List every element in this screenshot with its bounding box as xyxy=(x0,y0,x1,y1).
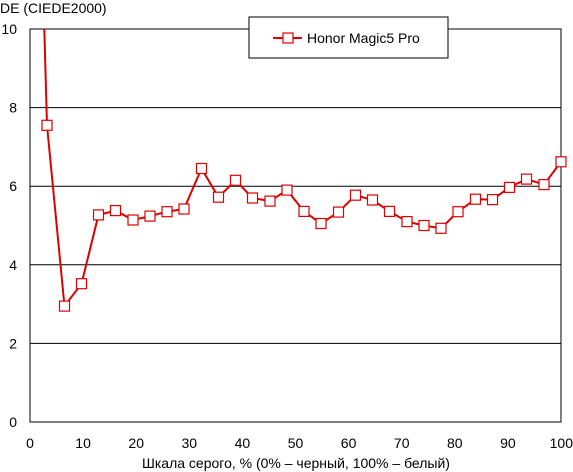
plot-area-frame xyxy=(29,28,562,423)
data-point-marker xyxy=(92,209,105,221)
data-point-marker xyxy=(41,119,53,131)
x-tick-label: 60 xyxy=(341,435,357,451)
x-tick-label: 30 xyxy=(182,435,198,451)
data-point-marker xyxy=(315,217,327,230)
data-point-marker xyxy=(144,210,156,222)
y-tick-label: 8 xyxy=(9,100,17,116)
data-point-marker xyxy=(281,184,293,196)
legend-marker xyxy=(282,32,294,44)
data-point-marker xyxy=(178,203,190,215)
data-point-marker xyxy=(246,192,259,204)
data-point-marker xyxy=(75,278,88,290)
data-series xyxy=(41,28,567,312)
data-point-marker xyxy=(332,206,345,218)
data-point-marker xyxy=(298,205,310,217)
x-tick-label: 50 xyxy=(288,435,304,451)
data-point-marker xyxy=(349,189,362,201)
data-point-marker xyxy=(435,222,447,234)
x-tick-label: 20 xyxy=(128,435,144,451)
data-point-marker xyxy=(212,191,225,203)
data-point-marker xyxy=(401,216,413,228)
data-point-marker xyxy=(366,194,379,206)
data-point-marker xyxy=(195,162,208,175)
y-tick-label: 0 xyxy=(9,414,17,430)
x-tick-label: 40 xyxy=(235,435,251,451)
grid-lines xyxy=(30,107,561,344)
x-tick-label: 80 xyxy=(447,435,463,451)
x-axis-title: Шкала серого, % (0% – черный, 100% – бел… xyxy=(142,455,450,471)
data-point-marker xyxy=(538,179,550,191)
y-tick-label: 4 xyxy=(9,257,17,273)
data-point-marker xyxy=(469,193,482,205)
data-point-marker xyxy=(109,205,122,217)
legend-label: Honor Magic5 Pro xyxy=(307,30,420,46)
data-point-marker xyxy=(127,214,139,226)
data-point-marker xyxy=(161,206,173,218)
data-point-marker xyxy=(383,205,396,217)
data-point-marker xyxy=(58,300,71,312)
data-point-marker xyxy=(264,195,276,207)
y-tick-label: 2 xyxy=(9,335,17,351)
y-tick-label: 6 xyxy=(9,178,17,194)
y-axis-ticks: 0 2 4 6 8 10 xyxy=(1,21,17,430)
legend: Honor Magic5 Pro xyxy=(248,16,449,59)
data-point-marker xyxy=(520,173,533,185)
x-tick-label: 100 xyxy=(550,435,573,451)
data-point-marker xyxy=(229,174,242,186)
data-point-marker xyxy=(452,206,464,218)
y-tick-label: 10 xyxy=(1,21,17,37)
data-point-marker xyxy=(503,181,516,193)
x-tick-label: 10 xyxy=(75,435,91,451)
x-tick-label: 90 xyxy=(500,435,516,451)
data-point-marker xyxy=(555,156,567,168)
x-tick-label: 0 xyxy=(26,435,34,451)
data-point-marker xyxy=(486,194,499,206)
data-point-marker xyxy=(418,219,430,232)
x-axis-ticks: 0 10 20 30 40 50 60 70 80 90 100 xyxy=(26,435,573,451)
x-tick-label: 70 xyxy=(394,435,410,451)
y-axis-title: DE (CIEDE2000) xyxy=(0,0,107,16)
